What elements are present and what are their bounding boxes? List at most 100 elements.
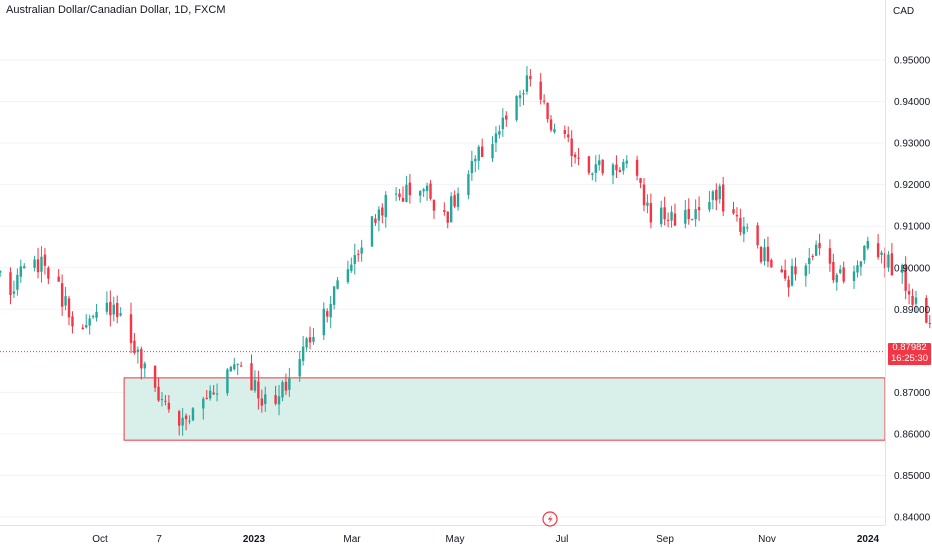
candle-body	[852, 271, 856, 281]
candle	[157, 377, 160, 402]
candle	[880, 250, 883, 264]
candle	[663, 196, 666, 226]
candle	[553, 123, 556, 134]
candle-body	[553, 129, 556, 133]
y-tick-label: 0.89000	[894, 305, 931, 316]
candle	[181, 408, 184, 436]
candle-body	[425, 185, 429, 192]
candle	[346, 260, 350, 284]
candle-body	[684, 210, 687, 224]
x-tick-label: Oct	[92, 534, 108, 545]
candle	[43, 248, 47, 275]
candle-body	[12, 291, 16, 294]
candle	[33, 255, 36, 272]
candle-body	[673, 213, 677, 226]
candle	[16, 268, 19, 296]
candle	[567, 126, 570, 143]
candle-body	[9, 272, 12, 296]
candle	[429, 180, 432, 201]
x-tick-label: May	[446, 534, 465, 545]
candle	[842, 261, 845, 284]
candle	[88, 314, 91, 335]
candle-body	[215, 393, 219, 395]
candle-body	[501, 117, 505, 130]
y-tick-label: 0.94000	[894, 97, 931, 108]
candle	[446, 211, 449, 229]
candle	[742, 217, 746, 243]
candle-body	[925, 298, 928, 323]
candle-body	[422, 189, 425, 192]
candle-body	[408, 182, 412, 196]
candles	[0, 66, 931, 436]
candle-body	[515, 95, 518, 120]
candle-body	[790, 265, 794, 286]
y-tick-label: 0.91000	[894, 222, 931, 233]
candle	[264, 386, 267, 412]
candle-body	[129, 314, 133, 344]
candle	[140, 346, 143, 380]
y-tick-label: 0.95000	[894, 56, 931, 67]
candle	[57, 268, 60, 282]
candle	[832, 253, 835, 284]
candle-body	[601, 159, 604, 174]
candle-body	[794, 266, 797, 275]
candle-body	[0, 270, 2, 273]
x-tick-label: 2023	[243, 534, 266, 545]
candle-body	[109, 301, 112, 316]
candle	[40, 246, 43, 283]
candle	[563, 125, 567, 139]
candle-body	[153, 365, 157, 388]
candle	[418, 190, 422, 203]
candle-body	[928, 323, 931, 325]
candle-body	[766, 246, 770, 262]
candle	[281, 380, 284, 402]
candle	[639, 177, 642, 189]
candle-body	[332, 286, 336, 305]
candle-body	[191, 408, 195, 421]
candle	[766, 236, 770, 268]
candle-body	[901, 264, 904, 273]
candle-body	[567, 134, 570, 138]
candle-body	[563, 130, 567, 134]
candle	[95, 303, 98, 322]
candle	[818, 233, 821, 256]
candle	[0, 270, 2, 277]
candle-body	[329, 303, 332, 318]
flash-icon[interactable]	[542, 511, 558, 527]
candle-body	[622, 162, 625, 171]
candle	[164, 395, 167, 406]
candle-body	[133, 340, 136, 353]
candle	[384, 191, 387, 228]
candle	[398, 188, 401, 201]
candle-body	[839, 269, 842, 273]
candle	[928, 315, 931, 329]
candle	[660, 200, 663, 228]
candle-body	[611, 164, 615, 176]
candle	[308, 326, 312, 350]
candle-body	[732, 209, 735, 214]
candle	[277, 384, 281, 416]
candle-body	[257, 381, 260, 399]
candle-body	[57, 276, 60, 282]
candle-body	[64, 296, 67, 306]
candle-body	[863, 245, 866, 261]
candle	[835, 272, 839, 291]
candle	[794, 257, 797, 281]
candle	[735, 207, 739, 222]
candle	[298, 351, 301, 382]
candle-body	[33, 259, 36, 268]
candle-body	[529, 76, 532, 80]
candle	[474, 155, 477, 173]
candle-body	[615, 164, 618, 171]
candle	[863, 245, 866, 264]
candle-body	[208, 390, 212, 399]
y-tick-label: 0.84000	[894, 513, 931, 524]
candle-body	[85, 325, 88, 328]
candle	[312, 328, 315, 345]
candle-body	[360, 247, 363, 254]
candle-body	[518, 95, 522, 99]
candle-body	[591, 173, 594, 175]
candle	[456, 187, 460, 211]
